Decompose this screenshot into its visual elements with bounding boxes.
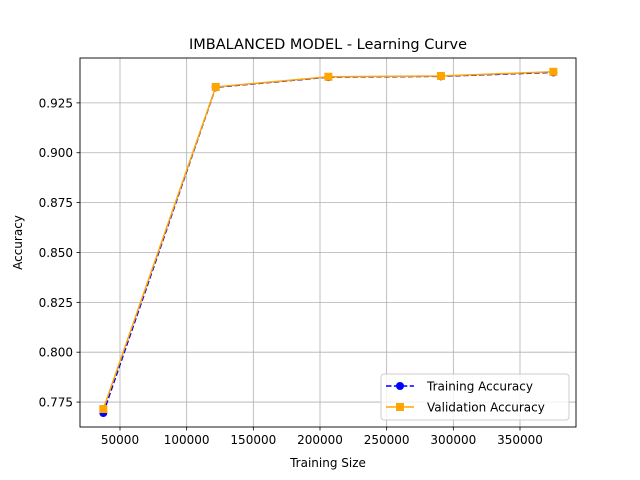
data-point xyxy=(211,82,220,91)
data-point xyxy=(549,67,558,76)
x-tick-label: 350000 xyxy=(497,433,543,447)
x-tick-label: 250000 xyxy=(364,433,410,447)
x-tick-label: 50000 xyxy=(101,433,139,447)
legend-marker xyxy=(396,403,404,411)
x-tick-label: 300000 xyxy=(430,433,476,447)
x-tick-label: 150000 xyxy=(230,433,276,447)
series-layer xyxy=(99,67,558,418)
data-point xyxy=(99,405,108,414)
legend: Training Accuracy Validation Accuracy xyxy=(380,373,570,421)
legend-label: Training Accuracy xyxy=(426,380,533,394)
y-tick-label: 0.775 xyxy=(39,396,73,410)
series-line xyxy=(102,71,554,410)
y-tick-label: 0.875 xyxy=(39,196,73,210)
series-training-accuracy xyxy=(99,68,558,418)
y-tick-label: 0.900 xyxy=(39,146,73,160)
x-axis-title: Training Size xyxy=(289,456,366,470)
legend-label: Validation Accuracy xyxy=(427,401,545,415)
y-tick-label: 0.825 xyxy=(39,296,73,310)
y-tick-label: 0.925 xyxy=(39,96,73,110)
data-point xyxy=(436,71,445,80)
y-tick-label: 0.850 xyxy=(39,246,73,260)
grid xyxy=(80,58,576,427)
data-point xyxy=(324,72,333,81)
series-validation-accuracy xyxy=(99,67,558,414)
x-tick-label: 100000 xyxy=(164,433,210,447)
legend-marker xyxy=(396,382,404,390)
series-line xyxy=(102,71,554,414)
y-axis: 0.775 0.800 0.825 0.850 0.875 0.900 0.925 xyxy=(39,96,80,410)
plot-frame xyxy=(79,57,577,428)
legend-box xyxy=(380,373,570,421)
y-tick-label: 0.800 xyxy=(39,346,73,360)
chart-title: IMBALANCED MODEL - Learning Curve xyxy=(189,37,467,53)
x-tick-label: 200000 xyxy=(297,433,343,447)
x-axis: 50000 100000 150000 200000 250000 300000 35000… xyxy=(101,427,543,447)
y-axis-title: Accuracy xyxy=(11,215,25,270)
